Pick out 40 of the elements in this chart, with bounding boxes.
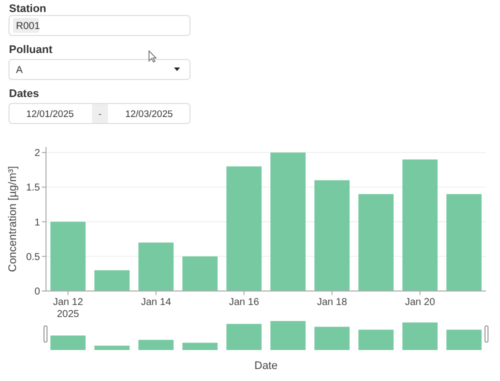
x-tick-label: Jan 12 2025: [52, 297, 84, 320]
bar: [314, 180, 350, 291]
bar: [446, 330, 482, 350]
bar: [314, 326, 350, 350]
bar: [94, 346, 130, 350]
bar: [94, 270, 130, 291]
x-tick-label: Jan 14: [140, 297, 172, 308]
bar: [50, 222, 86, 291]
bar: [270, 152, 306, 291]
text: 12/03/2025: [125, 109, 173, 120]
y-tick-label: 2: [34, 148, 40, 160]
bar: [138, 340, 174, 350]
y-tick-label: 0: [34, 286, 40, 298]
text: -: [98, 109, 102, 120]
bar: [226, 324, 262, 350]
x-tick-label: Jan 16: [228, 297, 260, 308]
bar: [402, 159, 438, 291]
text: R001: [16, 21, 40, 32]
bar: [138, 242, 174, 291]
text: Dates: [9, 88, 39, 100]
y-tick-label: 0.5: [26, 252, 40, 263]
bar: [226, 166, 262, 291]
y-tick-label: 1: [34, 217, 40, 228]
y-axis-title: Concentration [µg/m³]: [7, 166, 19, 272]
x-tick-label: Jan 20: [404, 297, 436, 308]
x-tick-label: Jan 18: [316, 297, 348, 308]
text: 12/01/2025: [26, 109, 74, 120]
bar: [358, 330, 394, 350]
text: Station: [9, 3, 47, 15]
x-axis-title: Date: [254, 360, 278, 372]
bar: [358, 194, 394, 291]
text: A: [16, 65, 23, 76]
bar: [402, 322, 438, 350]
bar: [446, 194, 482, 291]
bar: [182, 256, 218, 291]
text: Polluant: [9, 44, 53, 56]
y-tick-label: 1.5: [26, 182, 40, 194]
bar: [270, 321, 306, 350]
bar: [182, 342, 218, 350]
bar: [50, 336, 86, 350]
